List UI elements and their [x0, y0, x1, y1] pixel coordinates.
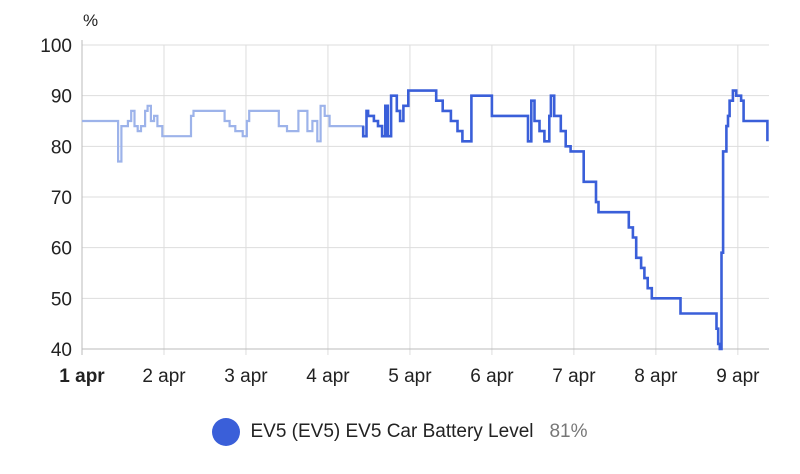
x-tick-label: 7 apr	[552, 366, 596, 387]
battery-level-chart: 40 50 60 70 80 90 100 1 apr 2 apr 3 apr 4 apr 5 apr…	[40, 11, 769, 387]
x-tick-label: 8 apr	[634, 366, 678, 387]
series-line	[361, 89, 769, 351]
y-tick-label: 70	[51, 188, 72, 209]
x-tick-label: 9 apr	[716, 366, 760, 387]
y-tick-label: 90	[51, 87, 72, 108]
x-tick-label: 6 apr	[470, 366, 514, 387]
legend-label[interactable]: EV5 (EV5) EV5 Car Battery Level	[250, 421, 534, 442]
x-tick-label: 3 apr	[224, 366, 268, 387]
legend-color-dot	[212, 418, 241, 446]
x-tick-label: 5 apr	[388, 366, 432, 387]
series-line-history	[82, 104, 365, 163]
y-unit-label: %	[83, 11, 98, 30]
chart-legend[interactable]: EV5 (EV5) EV5 Car Battery Level 81%	[0, 412, 800, 452]
legend-current-value: 81%	[549, 421, 588, 442]
y-tick-label: 80	[51, 137, 72, 158]
y-tick-label: 40	[51, 340, 72, 361]
x-tick-label: 1 apr	[59, 366, 105, 387]
y-tick-label: 60	[51, 239, 72, 260]
x-tick-label: 2 apr	[142, 366, 186, 387]
y-tick-label: 100	[40, 36, 72, 57]
y-tick-label: 50	[51, 289, 72, 310]
x-tick-label: 4 apr	[306, 366, 350, 387]
